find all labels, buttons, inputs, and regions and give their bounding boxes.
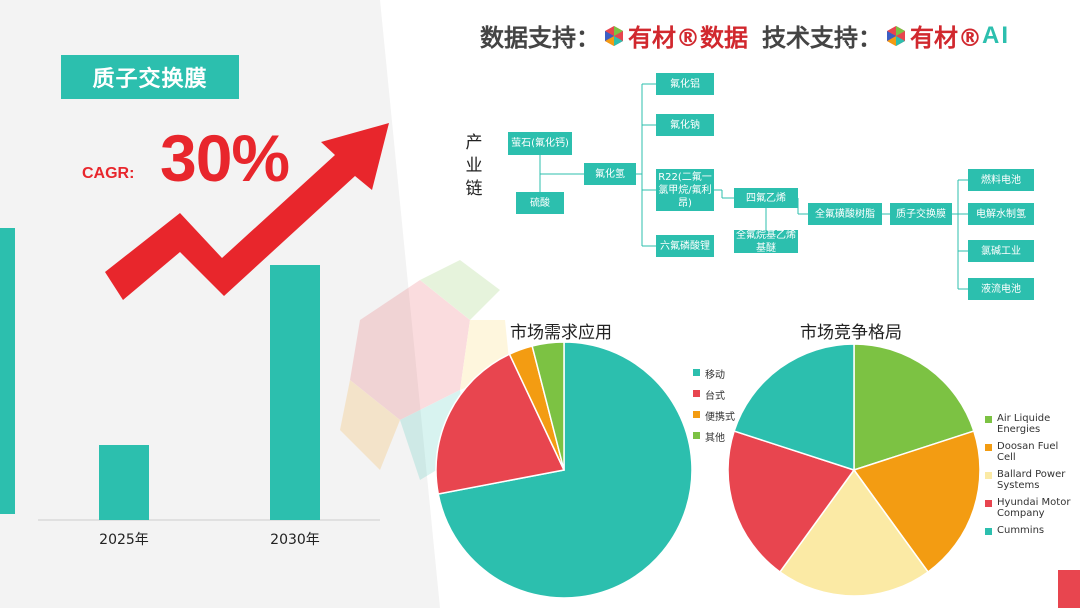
growth-arrow-icon [105,123,389,300]
tech-brand: 有材® [910,24,982,52]
legend-label: Ballard Power Systems [997,469,1066,491]
bar-tick-label: 2030年 [270,532,320,548]
demand-slice-0 [437,341,693,599]
legend-swatch [693,432,700,439]
legend-swatch [693,369,700,376]
chain-node-naf: 氟化钠 [656,114,714,136]
legend-label: 台式 [705,391,725,402]
chain-node-fluorite: 萤石(氟化钙) [508,132,572,155]
pie-title-competition: 市场竞争格局 [800,323,902,343]
pie-title-demand: 市场需求应用 [510,323,612,343]
chain-node-tfe: 四氟乙烯 [734,188,798,208]
demand-slice-3 [531,341,565,471]
legend-item: Air Liquide Energies [985,413,1080,435]
bar-0 [99,445,149,520]
chain-node-chlor-alkali: 氯碱工业 [968,240,1034,262]
legend-swatch [985,416,992,423]
legend-label: Doosan Fuel Cell [997,441,1059,463]
legend-item: Cummins [985,525,1080,536]
competition-slice-1 [852,430,981,573]
brand-logo-icon [605,25,623,46]
legend-swatch [693,390,700,397]
competition-slice-2 [778,468,930,597]
chain-node-pfve: 全氟烷基乙烯基醚 [734,229,798,254]
legend-label: 便携式 [705,412,735,423]
legend-label: Cummins [997,525,1045,536]
legend-label: Hyundai Motor Company [997,497,1071,519]
header-credits: 数据支持： 有材®数据 技术支持： 有材® AI [480,18,1010,53]
legend-swatch [693,411,700,418]
competition-slice-4 [733,343,855,472]
page-title: 质子交换膜 [61,55,239,99]
chain-node-pfsa: 全氟磺酸树脂 [808,203,882,225]
chain-node-fuel-cell: 燃料电池 [968,169,1034,191]
chain-node-flow-battery: 液流电池 [968,278,1034,300]
chain-node-hf: 氟化氢 [584,163,636,185]
legend-swatch [985,444,992,451]
chain-node-pem: 质子交换膜 [890,203,952,225]
legend-item: 其他 [693,429,773,444]
chain-label: 产业链 [465,133,483,199]
legend-label: 其他 [705,433,725,444]
legend-swatch [985,528,992,535]
legend-label: Air Liquide Energies [997,413,1051,435]
competition-slice-3 [727,430,856,573]
corner-accent [1058,570,1080,608]
legend-demand: 移动 台式 便携式 其他 [693,366,773,450]
data-support-label: 数据支持： [480,24,600,52]
legend-item: Ballard Power Systems [985,469,1080,491]
chain-connectors [539,83,968,290]
legend-item: Hyundai Motor Company [985,497,1080,519]
growth-bar-chart: 2025年 2030年 [38,123,389,548]
tech-ai: AI [982,21,1010,49]
cagr-label: CAGR: [82,165,135,182]
left-accent-stripe [0,228,15,514]
chain-node-alf3: 氟化铝 [656,73,714,95]
tech-support-label: 技术支持： [762,24,882,52]
competition-slice-0 [853,343,975,472]
bar-tick-label: 2025年 [99,532,149,548]
demand-slice-1 [435,353,566,495]
legend-competition: Air Liquide Energies Doosan Fuel Cell Ball… [985,413,1080,542]
brand-logo-icon [887,25,905,46]
left-panel-background [0,0,440,608]
legend-item: 台式 [693,387,773,402]
chain-node-electrolysis: 电解水制氢 [968,203,1034,225]
legend-item: 移动 [693,366,773,381]
chain-node-lipf6: 六氟磷酸锂 [656,235,714,257]
legend-item: Doosan Fuel Cell [985,441,1080,463]
legend-item: 便携式 [693,408,773,423]
chain-node-r22: R22(二氟一氯甲烷/氟利昂) [656,169,714,211]
legend-swatch [985,500,992,507]
chain-node-sulfuric-acid: 硫酸 [516,192,564,214]
cagr-value: 30% [160,121,290,195]
legend-label: 移动 [705,370,725,381]
legend-swatch [985,472,992,479]
data-brand: 有材®数据 [628,24,748,52]
bar-1 [270,265,320,520]
